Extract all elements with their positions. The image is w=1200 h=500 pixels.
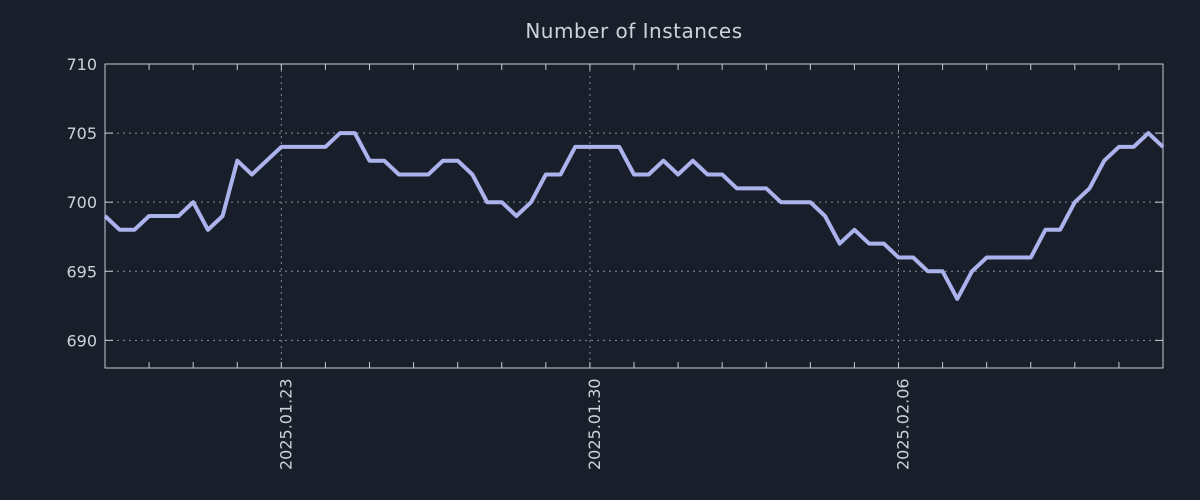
chart-title: Number of Instances	[525, 19, 742, 43]
x-tick-label: 2025.01.30	[585, 378, 604, 470]
y-tick-label: 700	[66, 193, 97, 212]
y-tick-label: 690	[66, 331, 97, 350]
instances-data-line	[103, 131, 1165, 301]
plot-frame	[104, 63, 1164, 369]
y-tick-label: 705	[66, 124, 97, 143]
x-tick-label: 2025.02.06	[894, 378, 913, 470]
x-tick-label: 2025.01.23	[276, 378, 295, 470]
y-tick-label: 695	[66, 262, 97, 281]
y-tick-label: 710	[66, 55, 97, 74]
